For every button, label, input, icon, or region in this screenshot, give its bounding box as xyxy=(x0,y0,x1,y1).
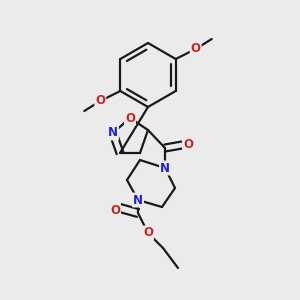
Text: O: O xyxy=(183,139,193,152)
Text: N: N xyxy=(108,127,118,140)
Text: O: O xyxy=(95,94,105,107)
Text: O: O xyxy=(110,203,120,217)
Text: O: O xyxy=(143,226,153,239)
Text: N: N xyxy=(133,194,143,206)
Text: O: O xyxy=(125,112,135,124)
Text: O: O xyxy=(191,43,201,56)
Text: N: N xyxy=(160,161,170,175)
